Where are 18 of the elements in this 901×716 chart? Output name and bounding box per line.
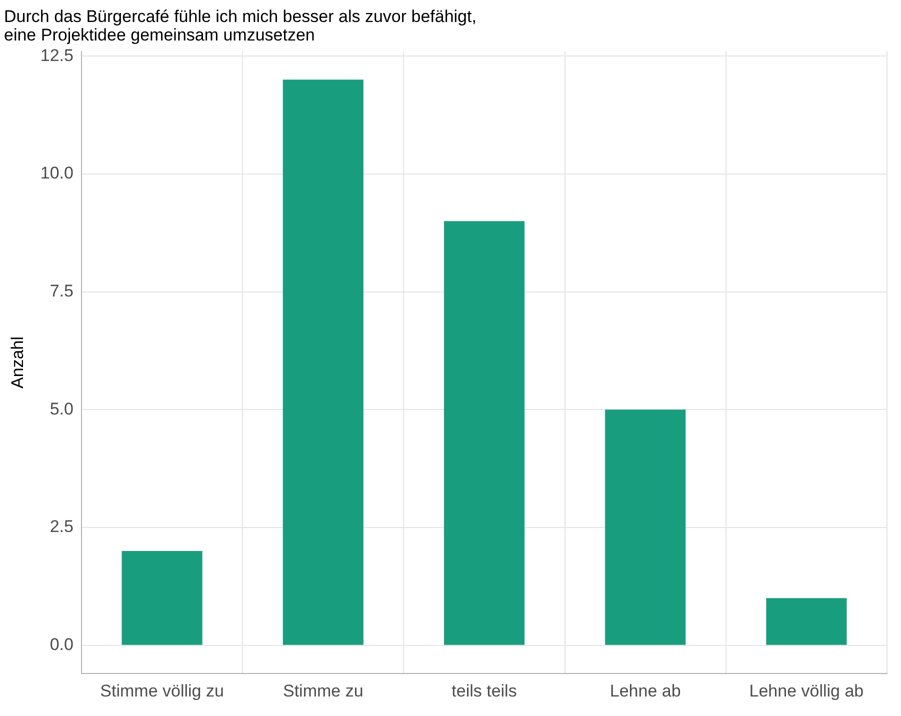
y-tick-label: 7.5 (50, 281, 74, 300)
x-tick-label: Lehne ab (610, 681, 681, 700)
bar (282, 80, 364, 645)
bar (122, 551, 202, 645)
y-tick-label: 10.0 (40, 164, 74, 183)
bar (444, 221, 525, 645)
x-tick-label: teils teils (452, 681, 517, 700)
chart-title: Durch das Bürgercafé fühle ich mich besser als zuvor befähigt, eine Projektidee gemeinsam umzusetzen (4, 7, 476, 45)
y-tick-label: 5.0 (50, 399, 74, 418)
y-tick-label: 12.5 (40, 46, 74, 65)
y-tick-label: 2.5 (50, 517, 74, 536)
x-tick-label: Stimme zu (282, 681, 364, 700)
x-tick-label: Lehne völlig ab (749, 681, 864, 700)
bar (605, 410, 686, 645)
y-tick-label: 0.0 (50, 635, 74, 654)
bar (766, 598, 847, 645)
x-tick-label: Stimme völlig zu (100, 681, 224, 700)
y-axis-title: Anzahl (8, 336, 27, 388)
